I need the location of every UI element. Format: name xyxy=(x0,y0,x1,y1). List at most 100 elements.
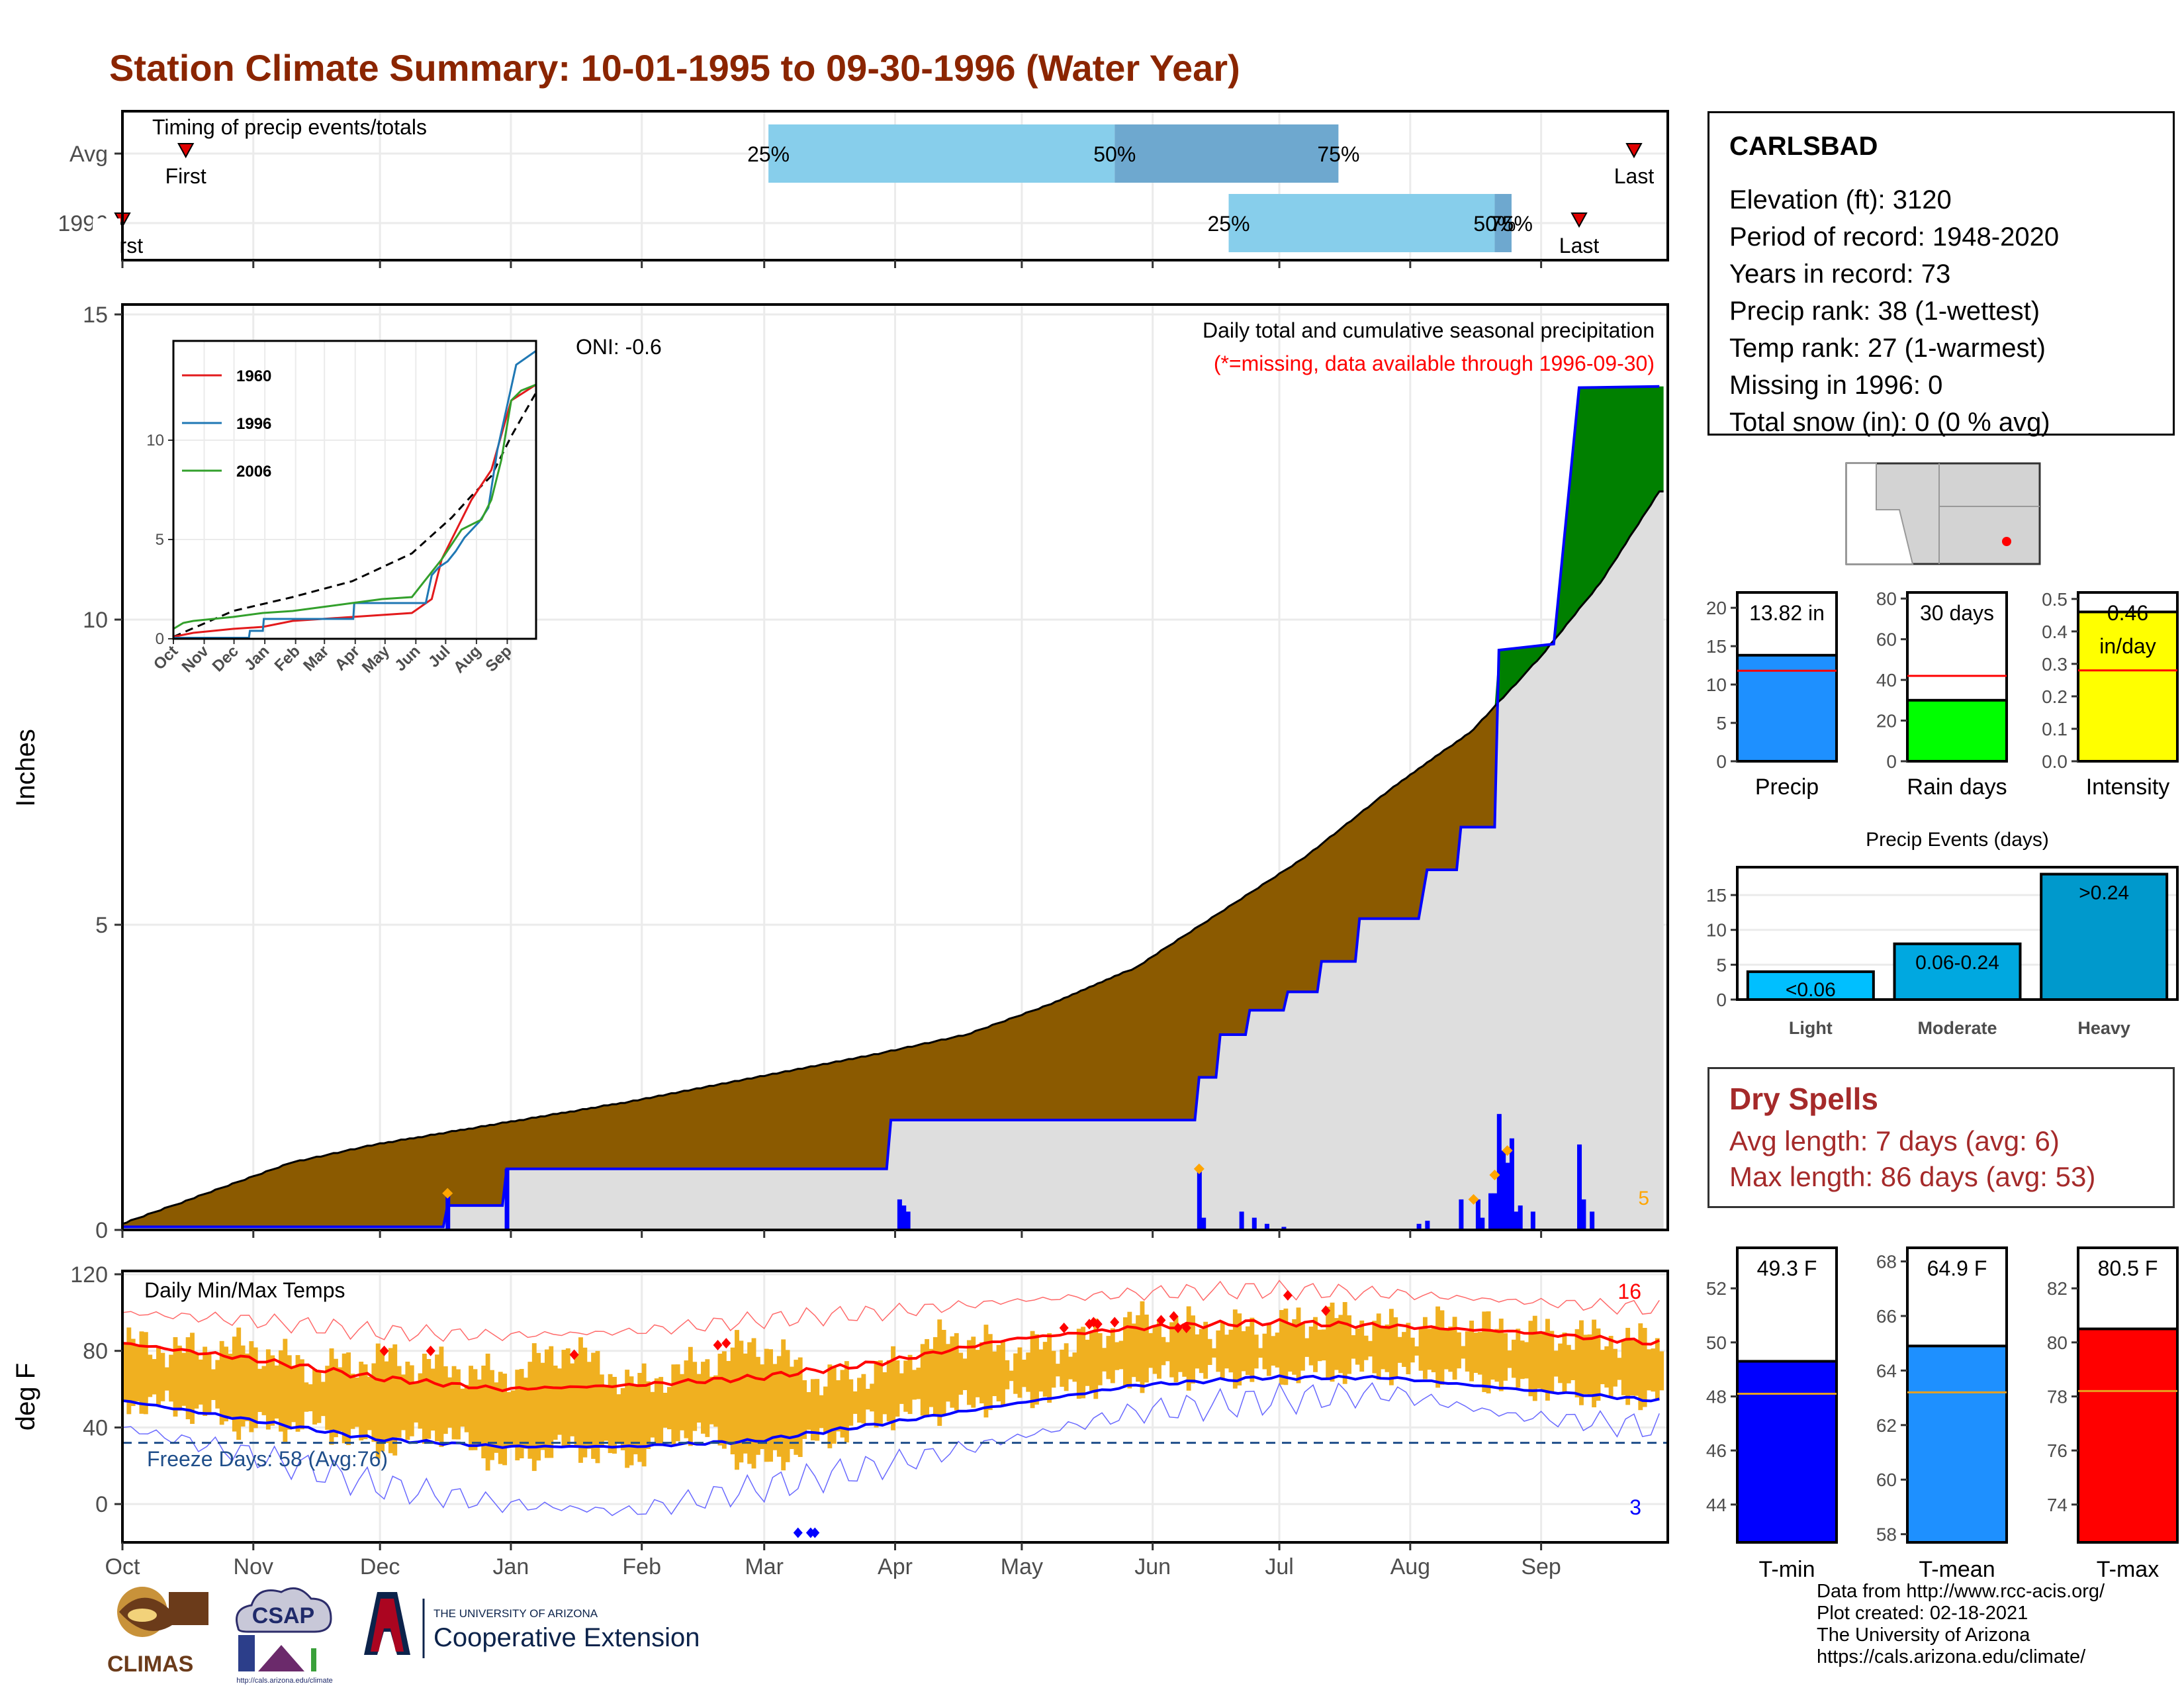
temp-daily-bar xyxy=(1376,1313,1381,1380)
temp-daily-bar xyxy=(1186,1306,1191,1391)
temp-daily-bar xyxy=(891,1346,895,1430)
inset-legend-label: 1960 xyxy=(236,367,271,385)
precip-events-ytick-label: 0 xyxy=(1716,990,1727,1010)
temp-daily-bar xyxy=(1237,1313,1242,1385)
temp-daily-bar xyxy=(641,1363,647,1467)
temp-daily-bar xyxy=(1338,1315,1343,1374)
csap-logo-url: http://cals.arizona.edu/climate xyxy=(236,1677,333,1685)
temp-daily-bar xyxy=(219,1340,224,1425)
y-axis-label-degf: deg F xyxy=(11,1363,40,1430)
temp-daily-bar xyxy=(755,1356,760,1455)
precip-daily-bar xyxy=(1530,1211,1535,1230)
temp-daily-bar xyxy=(1457,1332,1461,1369)
rain-days-chart-value-label: 30 days xyxy=(1920,601,1994,625)
temp-daily-bar xyxy=(396,1366,402,1438)
temp-daily-bar xyxy=(1613,1348,1617,1387)
timing-p75-label: 75% xyxy=(1490,212,1533,236)
temp-record-high-marker xyxy=(379,1345,389,1356)
intensity-chart-ytick-label: 0.2 xyxy=(2042,686,2068,707)
month-axis-label: Dec xyxy=(360,1554,400,1579)
temp-daily-bar xyxy=(709,1376,714,1425)
temp-daily-bar xyxy=(1469,1321,1475,1382)
temp-daily-bar xyxy=(498,1372,503,1464)
precip-event-marker xyxy=(1489,1170,1500,1181)
temp-daily-bar xyxy=(1507,1350,1512,1368)
temp-daily-bar xyxy=(1005,1360,1010,1389)
temp-daily-bar xyxy=(705,1359,710,1437)
temp-daily-bar xyxy=(557,1368,562,1435)
temp-daily-bar xyxy=(481,1365,486,1459)
precip-event-marker xyxy=(442,1188,453,1199)
temp-daily-bar xyxy=(666,1387,672,1430)
temp-daily-bar xyxy=(1418,1327,1424,1371)
precip-events-category-label: Light xyxy=(1789,1018,1833,1038)
precip-daily-bar xyxy=(1505,1162,1510,1230)
temp-daily-bar xyxy=(1304,1338,1310,1357)
station-info-box: CARLSBAD Elevation (ft): 3120 Period of … xyxy=(1707,111,2175,437)
precip-total-chart-label: Precip xyxy=(1755,774,1819,800)
rain-days-chart-bar xyxy=(1906,698,2008,763)
temp-daily-bar xyxy=(148,1354,153,1397)
temp-daily-bar xyxy=(1498,1318,1504,1391)
t-mean-chart-ytick-label: 64 xyxy=(1876,1360,1897,1381)
precip-daily-bar xyxy=(1475,1199,1480,1230)
temp-daily-bar xyxy=(975,1350,980,1397)
temp-record-min-line xyxy=(122,1382,1660,1517)
temp-daily-bar xyxy=(316,1372,322,1423)
temp-daily-bar xyxy=(1300,1322,1305,1371)
temp-daily-bar xyxy=(899,1373,904,1404)
temp-daily-bar xyxy=(671,1364,676,1444)
precip-events-title: Precip Events (days) xyxy=(1866,829,2049,851)
temp-daily-bar xyxy=(1422,1317,1428,1380)
temp-daily-bar xyxy=(329,1348,334,1445)
temp-daily-bar xyxy=(1435,1306,1440,1388)
temp-daily-bar xyxy=(1461,1346,1466,1359)
temp-daily-bar xyxy=(325,1366,330,1430)
temp-daily-bar xyxy=(1528,1321,1533,1397)
precip-total-chart-value-label: 13.82 in xyxy=(1749,601,1825,625)
temp-daily-bar xyxy=(1381,1327,1386,1370)
temp-daily-bar xyxy=(1262,1333,1267,1370)
timing-p50-label: 50% xyxy=(1093,142,1136,166)
t-max-chart-ytick-label: 78 xyxy=(2047,1387,2068,1407)
temp-daily-bar xyxy=(1558,1343,1563,1383)
t-min-chart-value-label: 49.3 F xyxy=(1757,1256,1817,1280)
temp-daily-bar xyxy=(1604,1346,1610,1388)
temp-daily-bar xyxy=(279,1350,283,1432)
precip-daily-bar xyxy=(1425,1221,1430,1230)
temp-daily-bar xyxy=(367,1376,372,1430)
temp-daily-bar xyxy=(1034,1334,1039,1405)
temp-daily-bar xyxy=(152,1359,157,1395)
precip-events-category-label: Moderate xyxy=(1917,1018,1997,1038)
temp-daily-bar xyxy=(1177,1329,1183,1372)
month-axis-label: Jan xyxy=(493,1554,529,1579)
temp-daily-bar xyxy=(692,1362,698,1431)
temp-daily-bar xyxy=(595,1350,600,1464)
timing-clip xyxy=(93,218,120,258)
inset-series-2006 xyxy=(173,383,537,630)
logos: CLIMAS CSAP http://cals.arizona.edu/clim… xyxy=(107,1587,700,1685)
temp-daily-bar xyxy=(1157,1319,1161,1379)
temp-daily-bar xyxy=(346,1352,351,1446)
temp-daily-bar xyxy=(1638,1323,1643,1411)
temp-daily-bar xyxy=(473,1369,478,1450)
climas-logo-text: CLIMAS xyxy=(107,1652,193,1677)
temp-daily-bar xyxy=(1051,1350,1056,1388)
temp-record-high-count: 16 xyxy=(1617,1280,1641,1303)
temp-daily-bar xyxy=(730,1347,735,1455)
temp-daily-bar xyxy=(1600,1350,1605,1385)
temp-daily-bar xyxy=(1123,1317,1128,1386)
intensity-chart-ytick-label: 0.4 xyxy=(2042,622,2068,642)
temp-daily-bar xyxy=(198,1359,203,1405)
temp-daily-bar xyxy=(1393,1317,1398,1379)
temp-daily-bar xyxy=(582,1347,588,1458)
inset-frame-top xyxy=(172,340,537,640)
temp-daily-bar xyxy=(861,1374,866,1424)
station-precip-rank: Precip rank: 38 (1-wettest) xyxy=(1729,297,2040,326)
temp-daily-bar xyxy=(249,1341,254,1432)
temp-daily-bar xyxy=(570,1363,575,1436)
t-mean-chart-ytick-label: 66 xyxy=(1876,1306,1897,1327)
temp-daily-bar xyxy=(751,1338,756,1469)
temp-daily-bar xyxy=(696,1374,702,1423)
temp-daily-bar xyxy=(460,1388,465,1427)
